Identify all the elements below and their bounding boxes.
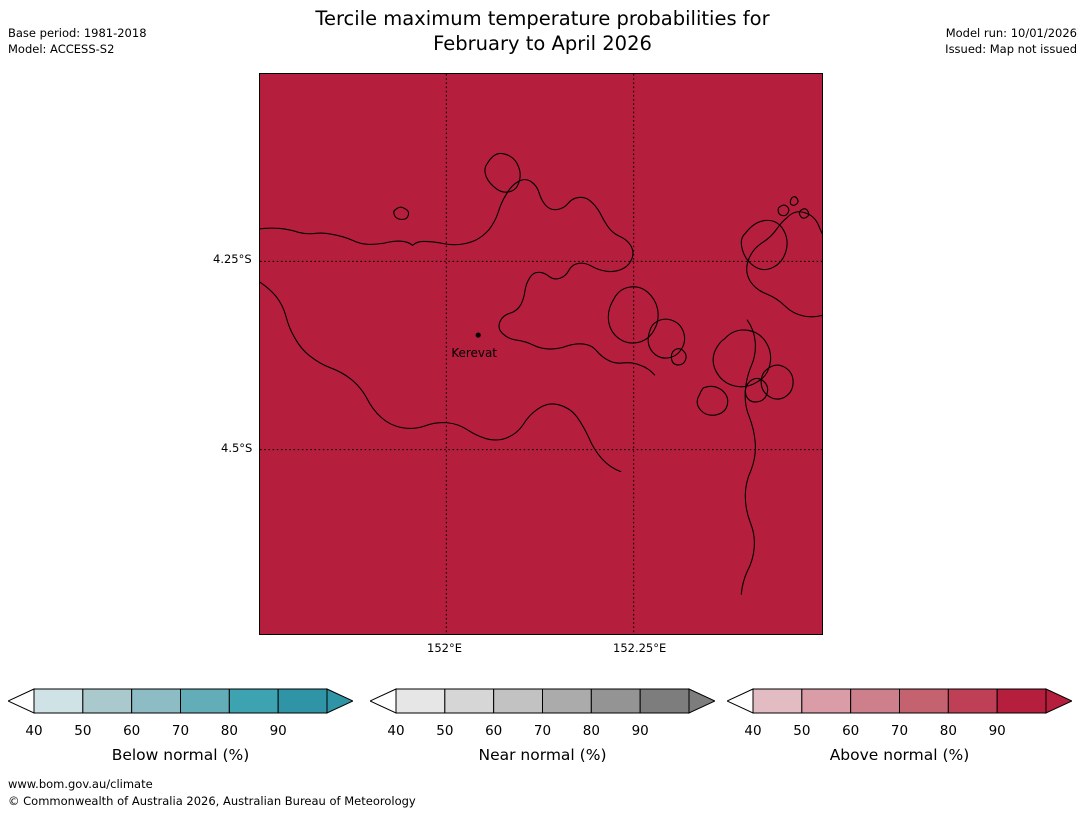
colorbar-above-normal-swatches xyxy=(727,688,1072,714)
colorbar-tick-label: 80 xyxy=(582,723,600,739)
colorbar-cell xyxy=(395,688,446,714)
colorbar-below-normal-swatches xyxy=(8,688,353,714)
probability-map: Kerevat xyxy=(259,73,823,635)
colorbar-above-normal-title: Above normal (%) xyxy=(829,746,970,764)
colorbar-below-normal-title: Below normal (%) xyxy=(111,746,250,764)
colorbar-cell xyxy=(82,688,133,714)
axis-tick-lat-4-25: 4.25°S xyxy=(213,252,252,266)
colorbar-tick-label: 50 xyxy=(793,723,811,739)
axis-tick-lat-4-5: 4.5°S xyxy=(221,441,253,455)
colorbar-cell xyxy=(801,688,852,714)
place-label-kerevat: Kerevat xyxy=(451,346,497,360)
title-line-2: February to April 2026 xyxy=(433,32,652,55)
colorbar-cell xyxy=(493,688,543,714)
colorbar-below-normal-ticks: 40 50 60 70 80 90 xyxy=(8,723,353,743)
colorbar-over-arrow xyxy=(1045,688,1072,714)
colorbar-near-normal: 40 50 60 70 80 90 Near normal (%) xyxy=(370,683,715,778)
colorbar-above-normal: 40 50 60 70 80 90 Above normal (%) xyxy=(727,683,1072,778)
colorbar-cell xyxy=(639,688,690,714)
colorbar-cell xyxy=(590,688,641,714)
colorbar-tick-label: 60 xyxy=(842,723,860,739)
colorbar-below-normal: 40 50 60 70 80 90 Below normal (%) xyxy=(8,683,353,778)
colorbar-tick-label: 80 xyxy=(220,723,238,739)
page-title: Tercile maximum temperature probabilitie… xyxy=(0,6,1085,56)
map-background xyxy=(260,74,822,634)
colorbar-under-arrow xyxy=(727,688,754,714)
colorbar-cell xyxy=(228,688,279,714)
model-label: Model: ACCESS-S2 xyxy=(8,42,115,56)
header-metadata-left: Base period: 1981-2018 Model: ACCESS-S2 xyxy=(8,25,147,57)
colorbar-cell xyxy=(131,688,181,714)
axis-tick-lon-152-25: 152.25°E xyxy=(613,641,667,655)
colorbar-tick-label: 50 xyxy=(74,723,92,739)
colorbar-near-normal-swatches xyxy=(370,688,715,714)
colorbar-over-arrow xyxy=(688,688,715,714)
colorbar-cell xyxy=(277,688,328,714)
footer-copyright: © Commonwealth of Australia 2026, Austra… xyxy=(8,794,416,808)
place-marker-kerevat xyxy=(475,332,481,338)
colorbar-over-arrow xyxy=(326,688,353,714)
colorbar-cell xyxy=(33,688,84,714)
issued-label: Issued: Map not issued xyxy=(945,42,1077,56)
map-coastlines xyxy=(260,152,822,595)
colorbar-near-normal-title: Near normal (%) xyxy=(478,746,607,764)
map-gridlines xyxy=(260,74,822,634)
colorbar-tick-label: 80 xyxy=(939,723,957,739)
colorbar-tick-label: 50 xyxy=(436,723,454,739)
footer-website[interactable]: www.bom.gov.au/climate xyxy=(8,777,153,791)
colorbar-near-normal-ticks: 40 50 60 70 80 90 xyxy=(370,723,715,743)
colorbar-tick-label: 60 xyxy=(123,723,141,739)
colorbar-above-normal-ticks: 40 50 60 70 80 90 xyxy=(727,723,1072,743)
colorbar-cell xyxy=(752,688,803,714)
colorbar-cell xyxy=(996,688,1047,714)
colorbar-cell xyxy=(542,688,592,714)
colorbar-cell xyxy=(899,688,949,714)
colorbar-cell xyxy=(850,688,900,714)
colorbar-under-arrow xyxy=(370,688,397,714)
colorbar-tick-label: 70 xyxy=(171,723,190,739)
axis-tick-lon-152: 152°E xyxy=(427,641,462,655)
header-metadata-right: Model run: 10/01/2026 Issued: Map not is… xyxy=(945,25,1077,57)
colorbar-cell xyxy=(947,688,998,714)
title-line-1: Tercile maximum temperature probabilitie… xyxy=(315,7,770,30)
colorbar-tick-label: 70 xyxy=(533,723,552,739)
colorbar-tick-label: 40 xyxy=(744,723,762,739)
colorbar-tick-label: 40 xyxy=(25,723,43,739)
base-period-label: Base period: 1981-2018 xyxy=(8,26,147,40)
footer: www.bom.gov.au/climate © Commonwealth of… xyxy=(8,776,416,810)
colorbar-tick-label: 40 xyxy=(387,723,405,739)
colorbar-tick-label: 90 xyxy=(269,723,287,739)
model-run-label: Model run: 10/01/2026 xyxy=(945,26,1077,40)
colorbar-tick-label: 70 xyxy=(890,723,909,739)
colorbar-tick-label: 90 xyxy=(988,723,1006,739)
colorbar-cell xyxy=(180,688,230,714)
colorbar-cell xyxy=(444,688,495,714)
colorbar-tick-label: 90 xyxy=(631,723,649,739)
colorbar-tick-label: 60 xyxy=(485,723,503,739)
colorbar-under-arrow xyxy=(8,688,35,714)
map-canvas: Kerevat xyxy=(260,74,822,634)
